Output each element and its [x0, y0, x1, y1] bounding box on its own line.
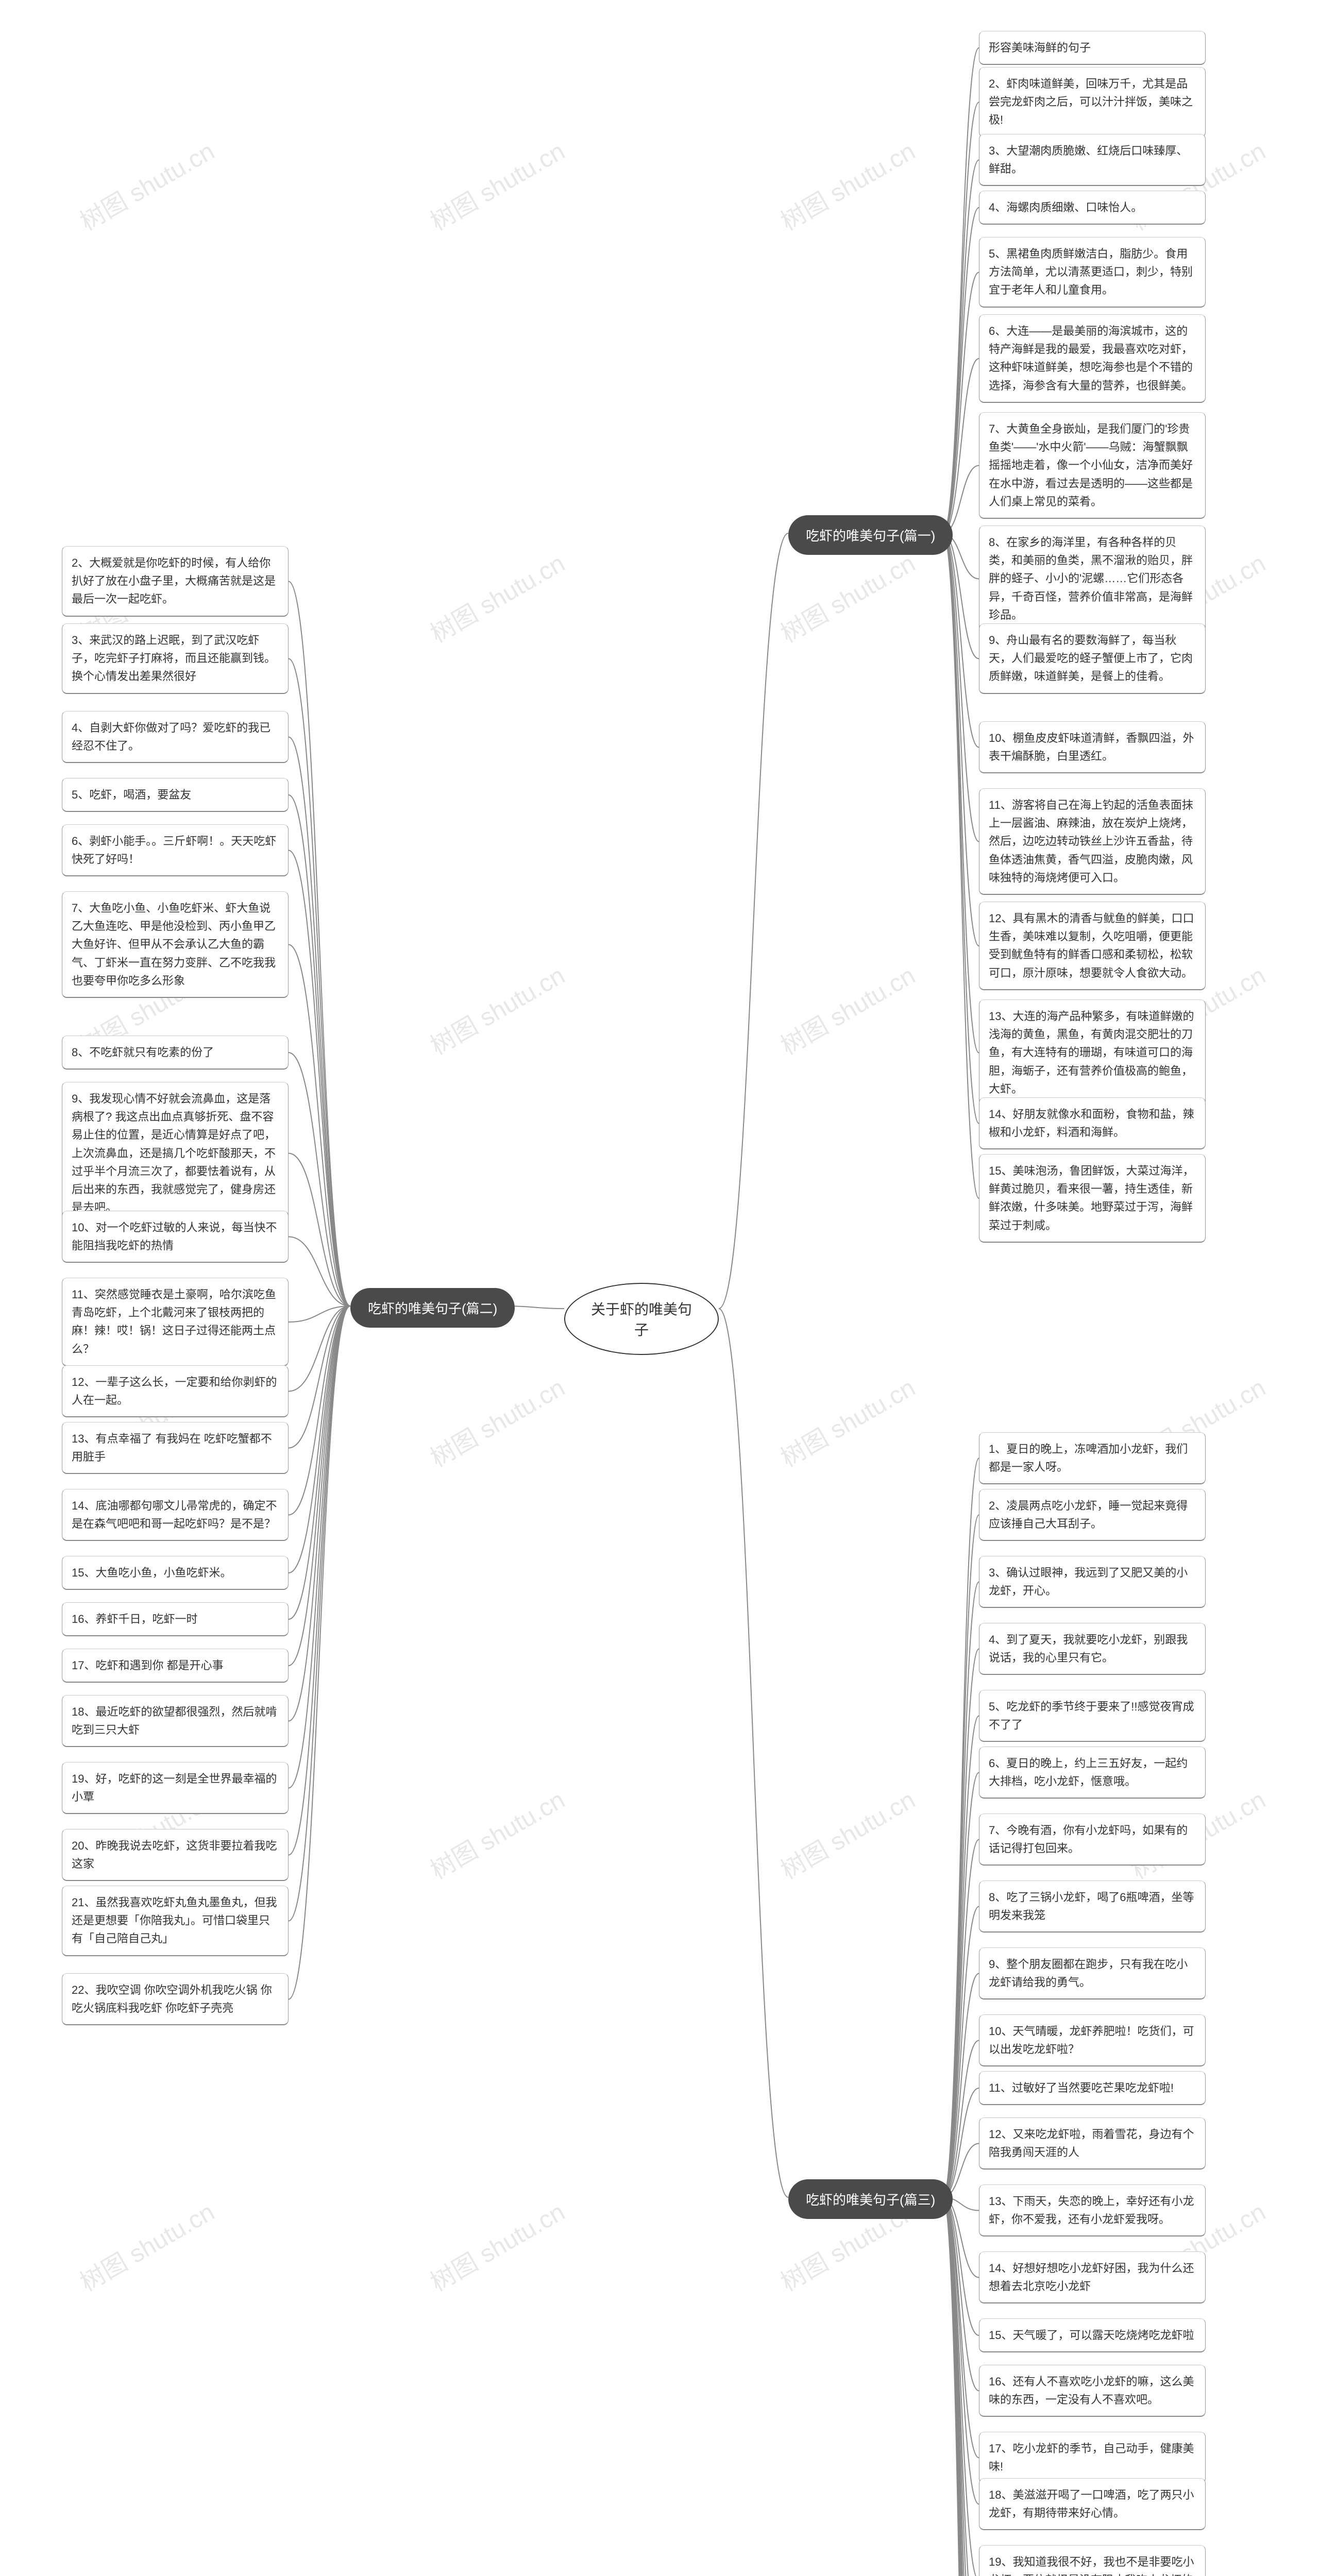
watermark: 树图 shutu.cn	[422, 1368, 570, 1474]
leaf-node: 8、在家乡的海洋里，有各种各样的贝类，和美丽的鱼类，黑不溜湫的贻贝，胖胖的蛏子、…	[979, 526, 1206, 632]
leaf-node: 20、昨晚我说去吃虾，这货非要拉着我吃这家	[62, 1829, 289, 1881]
section-node: 吃虾的唯美句子(篇三)	[788, 2179, 953, 2219]
leaf-node: 19、我知道我很不好，我也不是非要吃小龙虾，要信就怪是没有阻止我吃小龙虾的人呢。	[979, 2545, 1206, 2576]
leaf-node: 5、黑裙鱼肉质鲜嫩洁白，脂肪少。食用方法简单，尤以清蒸更适口，刺少，特别宜于老年…	[979, 237, 1206, 308]
leaf-node: 11、过敏好了当然要吃芒果吃龙虾啦!	[979, 2071, 1206, 2105]
leaf-node: 10、棚鱼皮皮虾味道清鲜，香飘四溢，外表干煸酥脆，白里透红。	[979, 721, 1206, 773]
watermark: 树图 shutu.cn	[773, 1368, 921, 1474]
watermark: 树图 shutu.cn	[422, 956, 570, 1062]
leaf-node: 12、又来吃龙虾啦，雨着雪花，身边有个陪我勇闯天涯的人	[979, 2117, 1206, 2170]
leaf-node: 17、吃小龙虾的季节，自己动手，健康美味!	[979, 2432, 1206, 2484]
leaf-node: 4、到了夏天，我就要吃小龙虾，别跟我说话，我的心里只有它。	[979, 1623, 1206, 1675]
leaf-node: 16、养虾千日，吃虾一时	[62, 1602, 289, 1636]
leaf-node: 19、好，吃虾的这一刻是全世界最幸福的小覃	[62, 1762, 289, 1814]
leaf-node: 13、有点幸福了 有我妈在 吃虾吃蟹都不用脏手	[62, 1422, 289, 1474]
leaf-node: 15、大鱼吃小鱼，小鱼吃虾米。	[62, 1556, 289, 1590]
leaf-node: 16、还有人不喜欢吃小龙虾的嘛，这么美味的东西，一定没有人不喜欢吧。	[979, 2365, 1206, 2417]
leaf-node: 4、自剥大虾你做对了吗？爱吃虾的我已经忍不住了。	[62, 711, 289, 763]
leaf-node: 14、好朋友就像水和面粉，食物和盐，辣椒和小龙虾，料酒和海鲜。	[979, 1097, 1206, 1149]
leaf-node: 15、天气暖了，可以露天吃烧烤吃龙虾啦	[979, 2318, 1206, 2352]
leaf-node: 7、大黄鱼全身嵌灿，是我们厦门的'珍贵鱼类'——'水中火箭'——乌贼：海蟹飘飘摇…	[979, 412, 1206, 519]
leaf-node: 8、不吃虾就只有吃素的份了	[62, 1036, 289, 1070]
leaf-node: 7、今晚有酒，你有小龙虾吗，如果有的话记得打包回来。	[979, 1814, 1206, 1866]
watermark: 树图 shutu.cn	[422, 2192, 570, 2298]
leaf-node: 形容美味海鲜的句子	[979, 31, 1206, 65]
leaf-node: 9、我发现心情不好就会流鼻血，这是落病根了? 我这点出血点真够折死、盘不容易止住…	[62, 1082, 289, 1225]
leaf-node: 22、我吹空调 你吹空调外机我吃火锅 你吃火锅底料我吃虾 你吃虾子壳亮	[62, 1973, 289, 2025]
leaf-node: 1、夏日的晚上，冻啤酒加小龙虾，我们都是一家人呀。	[979, 1432, 1206, 1484]
watermark: 树图 shutu.cn	[773, 131, 921, 238]
leaf-node: 11、游客将自己在海上钓起的活鱼表面抹上一层酱油、麻辣油，放在炭炉上烧烤，然后，…	[979, 788, 1206, 895]
leaf-node: 6、剥虾小能手。。三斤虾啊！。天天吃虾 快死了好吗！	[62, 824, 289, 876]
leaf-node: 2、虾肉味道鲜美，回味万千，尤其是品尝完龙虾肉之后，可以汁汁拌饭，美味之极!	[979, 67, 1206, 138]
leaf-node: 7、大鱼吃小鱼、小鱼吃虾米、虾大鱼说乙大鱼连吃、甲是他没检到、丙小鱼甲乙大鱼好许…	[62, 891, 289, 998]
center-label: 关于虾的唯美句子	[591, 1301, 692, 1338]
leaf-node: 8、吃了三锅小龙虾，喝了6瓶啤酒，坐等明发来我笼	[979, 1880, 1206, 1933]
watermark: 树图 shutu.cn	[422, 131, 570, 238]
watermark: 树图 shutu.cn	[773, 544, 921, 650]
leaf-node: 14、底油哪都句哪文儿帚常虎的，确定不是在森气吧吧和哥一起吃虾吗？是不是？	[62, 1489, 289, 1541]
watermark: 树图 shutu.cn	[773, 956, 921, 1062]
section-node: 吃虾的唯美句子(篇二)	[350, 1288, 515, 1328]
leaf-node: 3、来武汉的路上迟眠，到了武汉吃虾子，吃完虾子打麻将，而且还能赢到钱。换个心情发…	[62, 623, 289, 694]
leaf-node: 3、大望潮肉质脆嫩、红烧后口味臻厚、鲜甜。	[979, 134, 1206, 186]
leaf-node: 13、下雨天，失恋的晚上，幸好还有小龙虾，你不爱我，还有小龙虾爱我呀。	[979, 2184, 1206, 2236]
leaf-node: 21、虽然我喜欢吃虾丸鱼丸墨鱼丸，但我还是更想要「你陪我丸」。可惜口袋里只有「自…	[62, 1886, 289, 1956]
leaf-node: 15、美味泡汤，鲁团鲜饭，大菜过海洋，鲜黄过脆贝，看来很一薯，持生透佳，新鲜浓嫩…	[979, 1154, 1206, 1243]
watermark: 树图 shutu.cn	[422, 1780, 570, 1886]
leaf-node: 10、对一个吃虾过敏的人来说，每当快不能阻挡我吃虾的热情	[62, 1211, 289, 1263]
leaf-node: 10、天气晴暖，龙虾养肥啦！吃货们，可以出发吃龙虾啦？	[979, 2014, 1206, 2066]
leaf-node: 6、夏日的晚上，约上三五好友，一起约大排档，吃小龙虾，惬意哦。	[979, 1747, 1206, 1799]
section-node: 吃虾的唯美句子(篇一)	[788, 515, 953, 555]
watermark: 树图 shutu.cn	[72, 131, 220, 238]
leaf-node: 11、突然感觉睡衣是土豪啊，哈尔滨吃鱼青岛吃虾，上个北戴河来了银枝两把的麻！辣！…	[62, 1278, 289, 1366]
leaf-node: 4、海螺肉质细嫩、口味怡人。	[979, 191, 1206, 225]
leaf-node: 14、好想好想吃小龙虾好困，我为什么还想着去北京吃小龙虾	[979, 2251, 1206, 2303]
leaf-node: 9、舟山最有名的要数海鲜了，每当秋天，人们最爱吃的蛏子蟹便上市了，它肉质鲜嫩，味…	[979, 623, 1206, 694]
leaf-node: 3、确认过眼神，我远到了又肥又美的小龙虾，开心。	[979, 1556, 1206, 1608]
leaf-node: 6、大连——是最美丽的海滨城市，这的特产海鲜是我的最爱，我最喜欢吃对虾，这种虾味…	[979, 314, 1206, 403]
watermark: 树图 shutu.cn	[422, 544, 570, 650]
leaf-node: 12、具有黑木的清香与鱿鱼的鲜美，口口生香，美味难以复制，久吃咀嚼，便更能受到鱿…	[979, 902, 1206, 990]
leaf-node: 18、最近吃虾的欲望都很强烈，然后就啃吃到三只大虾	[62, 1695, 289, 1747]
watermark: 树图 shutu.cn	[72, 2192, 220, 2298]
leaf-node: 2、凌晨两点吃小龙虾，睡一觉起来竟得应该捶自己大耳刮子。	[979, 1489, 1206, 1541]
leaf-node: 18、美滋滋开喝了一口啤酒，吃了两只小龙虾，有期待带来好心情。	[979, 2478, 1206, 2530]
center-node: 关于虾的唯美句子	[564, 1283, 719, 1355]
watermark: 树图 shutu.cn	[773, 1780, 921, 1886]
leaf-node: 17、吃虾和遇到你 都是开心事	[62, 1649, 289, 1683]
leaf-node: 5、吃虾，喝酒，要盆友	[62, 778, 289, 812]
leaf-node: 5、吃龙虾的季节终于要来了!!感觉夜宵成不了了	[979, 1690, 1206, 1742]
leaf-node: 13、大连的海产品种繁多，有味道鲜嫩的浅海的黄鱼，黑鱼，有黄肉混交肥壮的刀鱼，有…	[979, 999, 1206, 1106]
leaf-node: 9、整个朋友圈都在跑步，只有我在吃小龙虾请给我的勇气。	[979, 1947, 1206, 1999]
leaf-node: 2、大概爱就是你吃虾的时候，有人给你扒好了放在小盘子里，大概痛苦就是这是最后一次…	[62, 546, 289, 617]
leaf-node: 12、一辈子这么长，一定要和给你剥虾的人在一起。	[62, 1365, 289, 1417]
